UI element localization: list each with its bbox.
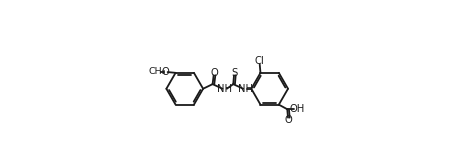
Text: O: O <box>211 67 219 78</box>
Text: CH₃: CH₃ <box>149 67 166 76</box>
Text: OH: OH <box>290 104 305 114</box>
Text: NH: NH <box>238 84 253 94</box>
Text: NH: NH <box>218 84 233 94</box>
Text: O: O <box>285 115 293 125</box>
Text: O: O <box>162 67 169 77</box>
Text: Cl: Cl <box>255 56 265 66</box>
Text: S: S <box>232 67 238 78</box>
